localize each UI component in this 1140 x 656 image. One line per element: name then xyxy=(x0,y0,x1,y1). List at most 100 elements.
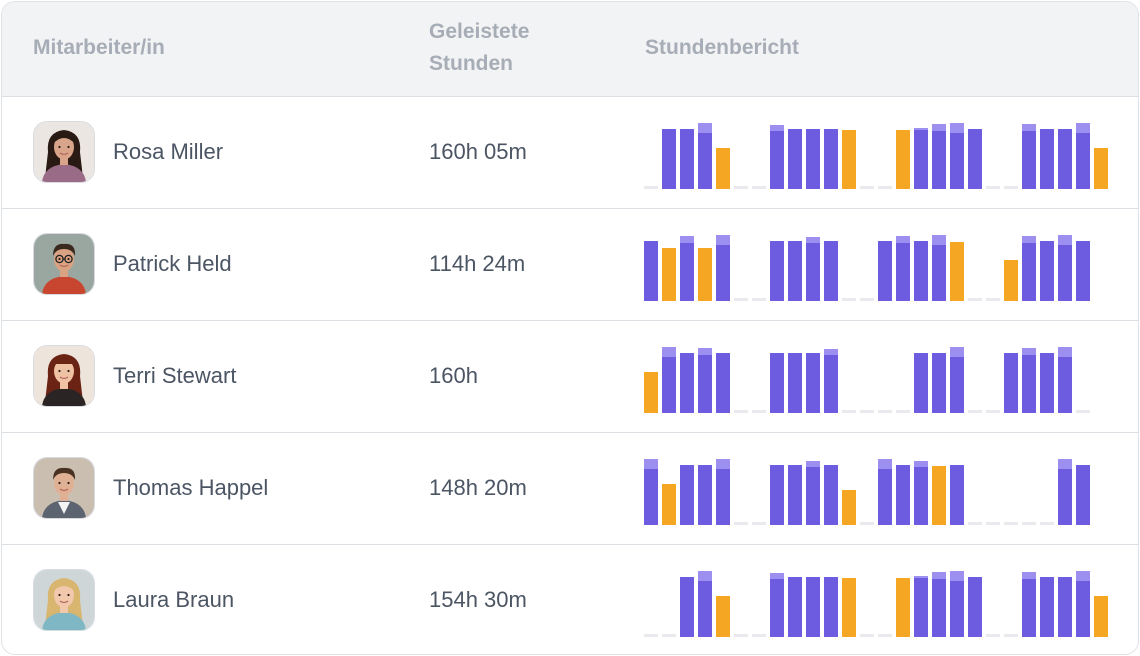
day-bar-worked xyxy=(950,347,964,413)
day-bar-absence xyxy=(842,490,856,525)
day-bar-worked xyxy=(932,572,946,637)
column-header-report[interactable]: Stundenbericht xyxy=(645,36,800,59)
day-bar-absence xyxy=(950,242,964,301)
day-bar-empty xyxy=(662,634,676,637)
day-bar-empty xyxy=(878,186,892,189)
day-bar-worked xyxy=(824,465,838,525)
day-bar-worked xyxy=(1004,353,1018,413)
column-header-employee[interactable]: Mitarbeiter/in xyxy=(33,36,165,59)
day-bar-absence xyxy=(896,130,910,189)
table-row[interactable]: Thomas Happel 148h 20m xyxy=(2,433,1138,545)
day-bar-absence xyxy=(716,596,730,637)
day-bar-worked xyxy=(968,577,982,637)
day-bar-worked xyxy=(914,353,928,413)
day-bar-worked xyxy=(932,124,946,189)
day-bar-empty xyxy=(896,410,910,413)
day-bar-empty xyxy=(986,298,1000,301)
day-bar-worked xyxy=(950,571,964,637)
day-bar-worked xyxy=(824,129,838,189)
day-bar-overtime xyxy=(662,347,676,357)
day-bar-worked xyxy=(716,353,730,413)
day-bar-worked xyxy=(680,129,694,189)
avatar xyxy=(33,345,95,407)
day-bar-worked xyxy=(932,235,946,301)
day-bar-worked xyxy=(878,459,892,525)
avatar xyxy=(33,457,95,519)
day-bar-empty xyxy=(986,634,1000,637)
day-bar-worked xyxy=(1076,123,1090,189)
day-bar-worked xyxy=(788,353,802,413)
day-bar-worked xyxy=(698,571,712,637)
day-bar-overtime xyxy=(770,125,784,131)
day-bar-worked xyxy=(878,241,892,301)
day-bar-empty xyxy=(968,410,982,413)
employee-name: Terri Stewart xyxy=(113,363,237,388)
day-bar-overtime xyxy=(770,573,784,579)
day-bar-worked xyxy=(1040,241,1054,301)
day-bar-overtime xyxy=(1022,124,1036,131)
day-bar-empty xyxy=(968,298,982,301)
day-bar-overtime xyxy=(680,236,694,243)
day-bar-worked xyxy=(1058,347,1072,413)
table-row[interactable]: Terri Stewart 160h xyxy=(2,321,1138,433)
day-bar-worked xyxy=(1076,465,1090,525)
worked-hours: 148h 20m xyxy=(429,475,527,500)
day-bar-worked xyxy=(788,577,802,637)
table-row[interactable]: Laura Braun 154h 30m xyxy=(2,545,1138,654)
day-bar-empty xyxy=(734,522,748,525)
day-bar-worked xyxy=(1058,577,1072,637)
day-bar-worked xyxy=(824,349,838,413)
day-bar-worked xyxy=(1040,577,1054,637)
day-bar-overtime xyxy=(1022,572,1036,579)
day-bar-empty xyxy=(752,522,766,525)
day-bar-worked xyxy=(1040,129,1054,189)
day-bar-overtime xyxy=(950,347,964,357)
table-row[interactable]: Patrick Held 114h 24m xyxy=(2,209,1138,321)
day-bar-worked xyxy=(968,129,982,189)
day-bar-overtime xyxy=(716,459,730,469)
day-bar-absence xyxy=(896,578,910,637)
day-bar-overtime xyxy=(698,123,712,133)
day-bar-worked xyxy=(932,353,946,413)
day-bar-worked xyxy=(914,576,928,637)
day-bar-absence xyxy=(662,484,676,525)
table-row[interactable]: Rosa Miller 160h 05m xyxy=(2,97,1138,209)
day-bar-worked xyxy=(950,123,964,189)
day-bar-worked xyxy=(896,465,910,525)
day-bar-overtime xyxy=(950,123,964,133)
day-bar-overtime xyxy=(1058,347,1072,357)
day-bar-empty xyxy=(986,410,1000,413)
day-bar-empty xyxy=(1004,634,1018,637)
day-bar-worked xyxy=(662,129,676,189)
avatar xyxy=(33,569,95,631)
day-bar-empty xyxy=(860,186,874,189)
day-bar-absence xyxy=(662,248,676,301)
day-bar-worked xyxy=(716,235,730,301)
worked-hours: 160h xyxy=(429,363,478,388)
day-bar-empty xyxy=(860,410,874,413)
day-bar-worked xyxy=(1058,235,1072,301)
day-bar-overtime xyxy=(878,459,892,469)
day-bar-worked xyxy=(914,128,928,189)
column-header-hours[interactable]: Geleistete Stunden xyxy=(429,16,569,80)
day-bar-worked xyxy=(698,123,712,189)
day-bar-empty xyxy=(752,634,766,637)
day-bar-overtime xyxy=(914,461,928,467)
day-bar-worked xyxy=(698,465,712,525)
day-bar-worked xyxy=(824,577,838,637)
avatar xyxy=(33,121,95,183)
day-bar-worked xyxy=(806,461,820,525)
day-bar-worked xyxy=(914,461,928,525)
hours-report-chart xyxy=(644,321,1114,432)
day-bar-worked xyxy=(770,125,784,189)
day-bar-empty xyxy=(752,298,766,301)
day-bar-empty xyxy=(1004,186,1018,189)
column-header-hours-line2: Stunden xyxy=(429,52,513,75)
day-bar-worked xyxy=(680,465,694,525)
day-bar-absence xyxy=(842,578,856,637)
day-bar-overtime xyxy=(1022,348,1036,355)
day-bar-overtime xyxy=(1076,571,1090,581)
day-bar-worked xyxy=(770,573,784,637)
day-bar-empty xyxy=(842,410,856,413)
day-bar-worked xyxy=(716,459,730,525)
